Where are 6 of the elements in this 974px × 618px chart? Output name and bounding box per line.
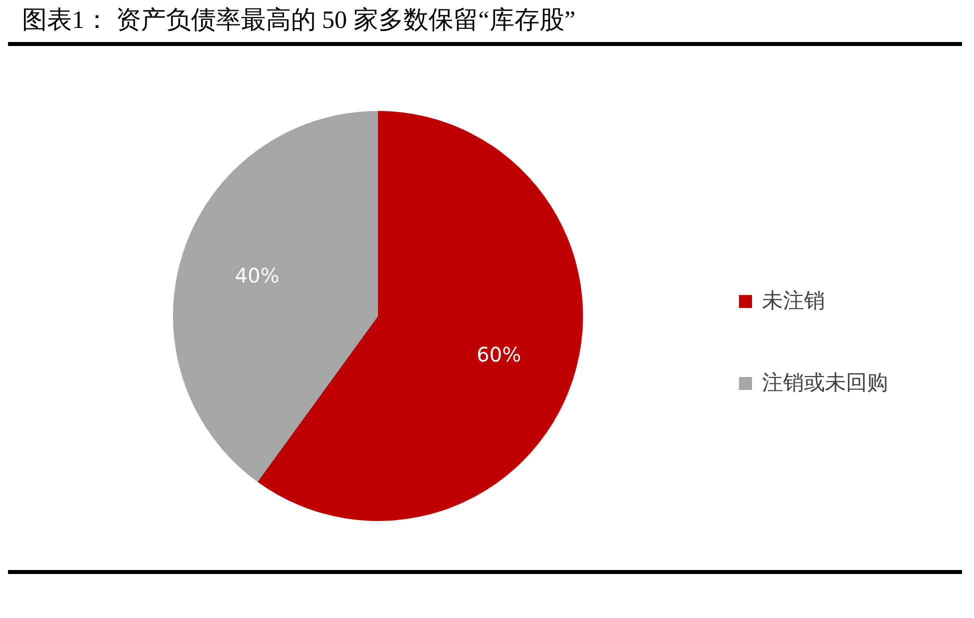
pie-slice: [173, 111, 378, 482]
chart-title: 图表1： 资产负债率最高的 50 家多数保留“库存股”: [8, 0, 962, 46]
data-label: 40%: [234, 264, 280, 288]
data-label: 60%: [476, 342, 522, 366]
legend-label: 注销或未回购: [762, 370, 888, 394]
legend-label: 未注销: [762, 288, 825, 312]
